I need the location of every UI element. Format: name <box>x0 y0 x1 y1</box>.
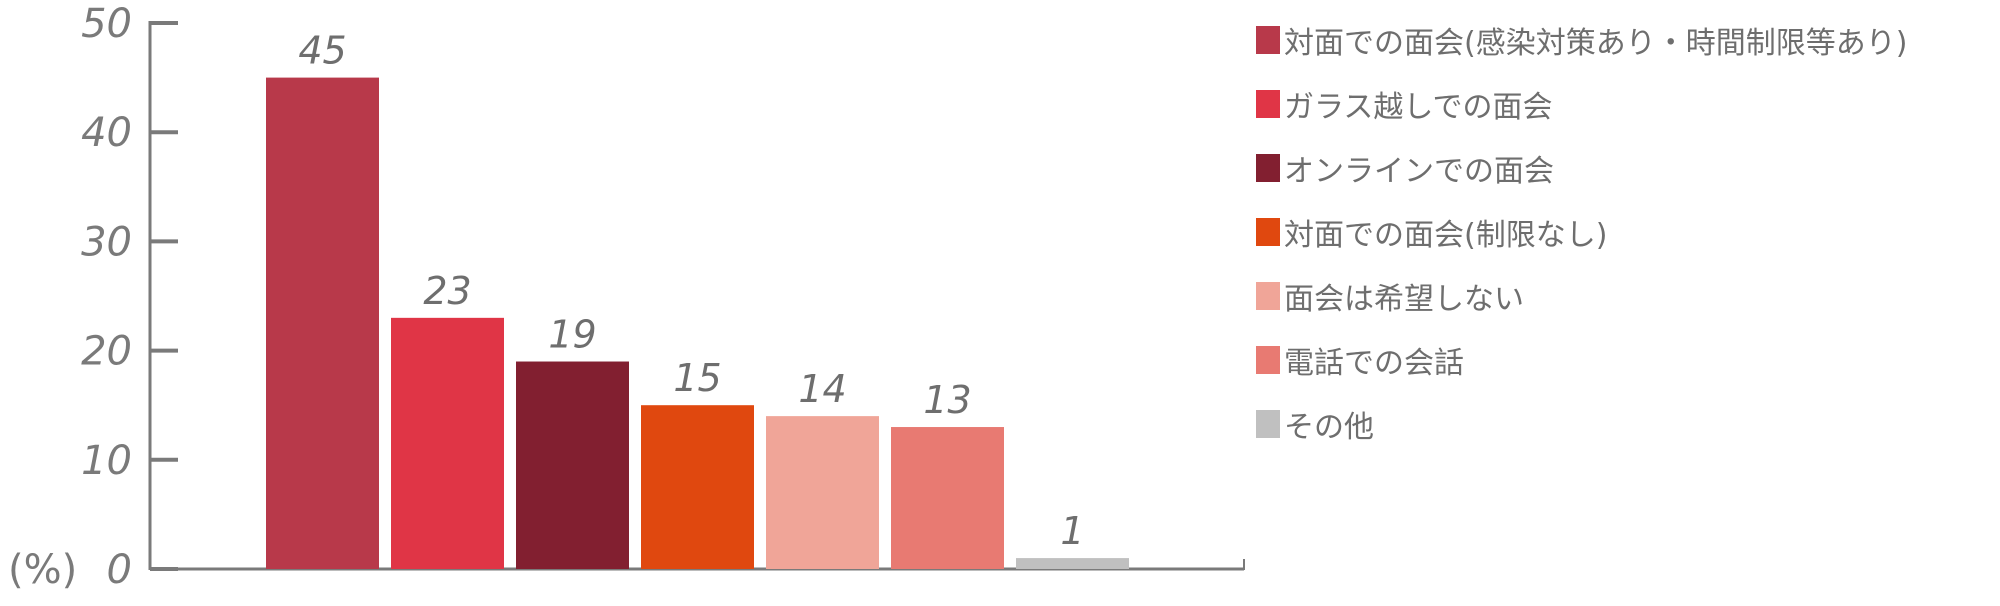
legend-swatch <box>1256 154 1280 182</box>
legend-label: 面会は希望しない <box>1284 282 1524 317</box>
bar <box>891 427 1004 569</box>
legend-item: オンラインでの面会 <box>1256 136 1907 200</box>
legend-swatch <box>1256 26 1280 54</box>
legend-label: 対面での面会(制限なし) <box>1284 218 1608 253</box>
y-tick-label: 50 <box>81 1 132 47</box>
legend-item: 対面での面会(感染対策あり・時間制限等あり) <box>1256 8 1907 72</box>
legend-item: 電話での会話 <box>1256 328 1907 392</box>
y-tick-label: 10 <box>81 438 132 484</box>
bar <box>766 416 879 569</box>
legend-swatch <box>1256 90 1280 118</box>
data-label: 45 <box>298 29 346 73</box>
bar <box>391 317 504 569</box>
y-tick-label: 0 <box>107 547 132 593</box>
legend-swatch <box>1256 218 1280 246</box>
data-label: 23 <box>423 269 471 313</box>
data-label: 14 <box>798 367 846 411</box>
legend-swatch <box>1256 410 1280 438</box>
y-tick-label: 30 <box>81 219 132 265</box>
data-label: 1 <box>1060 509 1084 553</box>
legend-item: その他 <box>1256 392 1907 456</box>
y-tick-label: 20 <box>81 329 132 375</box>
bar <box>266 77 379 569</box>
legend-item: 対面での面会(制限なし) <box>1256 200 1907 264</box>
bar <box>1016 558 1129 569</box>
legend-label: オンラインでの面会 <box>1284 154 1554 189</box>
legend-label: 対面での面会(感染対策あり・時間制限等あり) <box>1284 26 1908 61</box>
legend-swatch <box>1256 346 1280 374</box>
y-axis-unit-label: (%) <box>8 547 77 593</box>
data-label: 13 <box>923 378 971 422</box>
data-label: 19 <box>548 313 596 357</box>
legend-swatch <box>1256 282 1280 310</box>
legend-item: 面会は希望しない <box>1256 264 1907 328</box>
bar <box>516 361 629 569</box>
y-tick-label: 40 <box>81 110 132 156</box>
legend-label: 電話での会話 <box>1284 346 1464 381</box>
legend: 対面での面会(感染対策あり・時間制限等あり) ガラス越しでの面会 オンラインでの面会… <box>1256 8 1907 456</box>
legend-label: その他 <box>1284 410 1374 445</box>
legend-label: ガラス越しでの面会 <box>1284 90 1553 125</box>
legend-item: ガラス越しでの面会 <box>1256 72 1907 136</box>
data-label: 15 <box>673 356 721 400</box>
bar <box>641 405 754 569</box>
